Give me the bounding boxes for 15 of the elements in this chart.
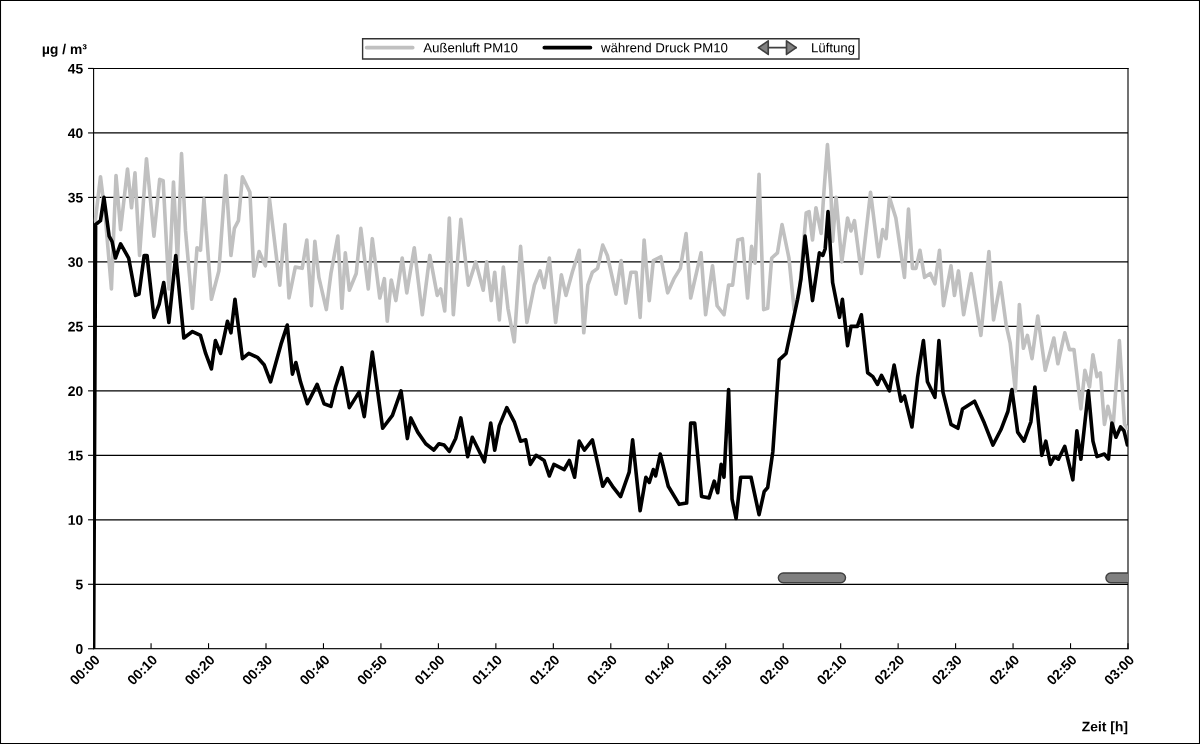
- y-axis-title: µg / m³: [42, 43, 87, 57]
- x-axis-title: Zeit [h]: [1082, 721, 1128, 735]
- y-tick-label: 15: [68, 450, 83, 461]
- y-tick-label: 35: [68, 192, 83, 203]
- y-tick-label: 20: [68, 386, 83, 397]
- y-tick-label: 0: [76, 644, 83, 654]
- y-tick-label: 5: [75, 579, 83, 590]
- legend-label: Lüftung: [812, 42, 855, 55]
- legend-label: Außenluft PM10: [423, 42, 518, 53]
- y-tick-label: 25: [68, 321, 83, 332]
- y-tick-label: 40: [67, 128, 83, 139]
- y-tick-label: 45: [67, 63, 83, 74]
- y-tick-label: 10: [68, 515, 83, 525]
- y-tick-label: 30: [68, 257, 83, 268]
- legend-label: während Druck PM10: [601, 42, 728, 53]
